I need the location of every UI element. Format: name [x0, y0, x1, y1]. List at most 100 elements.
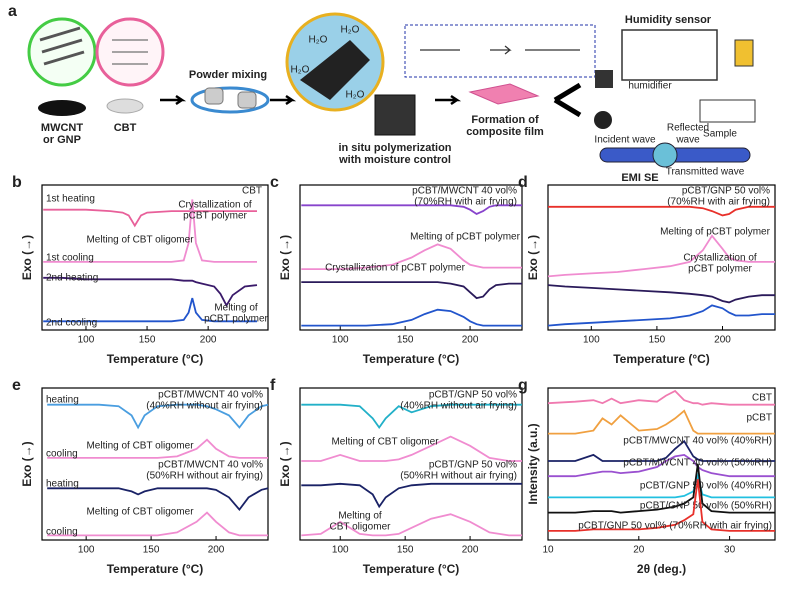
x-tick-label: 150	[139, 335, 156, 346]
film-label: Formation of	[471, 114, 539, 126]
curve-label: pCBT/MWCNT 40 vol% (40%RH)	[623, 436, 772, 447]
x-axis-label: Temperature (°C)	[107, 352, 204, 366]
water-label: H₂O	[341, 25, 360, 36]
curve-label: pCBT/GNP 50 vol% (70%RH with air frying)	[578, 521, 772, 532]
panel-label: b	[12, 174, 22, 191]
film	[468, 83, 540, 105]
annotation: pCBT/GNP 50 vol%	[429, 460, 517, 471]
humidity-chamber	[621, 29, 718, 81]
curve-label: CBT	[752, 393, 772, 404]
schematic	[27, 12, 756, 168]
annotation: Crystallization of	[683, 253, 757, 264]
x-tick-label: 200	[714, 335, 731, 346]
x-axis-label: 2θ (deg.)	[637, 562, 686, 576]
x-tick-label: 150	[143, 545, 160, 556]
jar	[237, 91, 257, 109]
x-tick-label: 10	[542, 545, 554, 556]
curve	[47, 511, 268, 537]
annotation: CBT oligomer	[330, 522, 392, 533]
annotation: pCBT/GNP 50 vol%	[429, 390, 517, 401]
curve	[301, 308, 522, 327]
jar	[204, 87, 224, 105]
annotation: Melting of CBT oligomer	[86, 441, 194, 452]
water-label: H₂O	[291, 65, 310, 76]
y-axis-label: Exo (→)	[20, 235, 34, 280]
annotation: Melting of CBT oligomer	[86, 507, 194, 518]
mixing-label: Powder mixing	[189, 69, 267, 81]
filler-label: MWCNT	[41, 122, 83, 134]
filler-label: or GNP	[43, 134, 81, 146]
annotation: pCBT polymer	[204, 314, 268, 325]
y-axis-label: Exo (→)	[526, 235, 540, 280]
annotation: Melting of pCBT polymer	[660, 227, 771, 238]
meter	[734, 39, 754, 67]
humidifier-label: humidifier	[628, 81, 672, 92]
x-tick-label: 100	[583, 335, 600, 346]
curve	[43, 199, 257, 263]
curve	[547, 234, 775, 278]
annotation: (50%RH without air frying)	[400, 471, 517, 482]
plot-frame	[547, 387, 776, 541]
curve	[548, 453, 775, 478]
curve	[547, 304, 775, 327]
y-axis-label: Intensity (a.u.)	[526, 423, 540, 504]
annotation: pCBT/MWCNT 40 vol%	[158, 460, 263, 471]
panel-label: c	[270, 174, 279, 191]
curve-label: pCBT/MWCNT 40 vol% (50%RH)	[623, 458, 772, 469]
x-tick-label: 100	[78, 335, 95, 346]
curve-label: 1st cooling	[46, 253, 94, 264]
curve	[301, 403, 522, 430]
curve	[548, 439, 775, 462]
polymerization-label: with moisture control	[338, 154, 451, 166]
curve	[47, 438, 268, 459]
curve	[301, 243, 522, 270]
curve	[548, 205, 775, 217]
cbt-label: CBT	[114, 122, 137, 134]
curve	[47, 487, 269, 512]
x-tick-label: 200	[462, 545, 479, 556]
polymerization-label: in situ polymerization	[338, 142, 451, 154]
curve	[43, 297, 257, 323]
annotation: Melting of	[338, 511, 382, 522]
water-label: H₂O	[346, 90, 365, 101]
annotation: (70%RH with air frying)	[667, 197, 770, 208]
structure-box	[404, 24, 596, 78]
curve	[301, 482, 522, 509]
water-label: H₂O	[309, 35, 328, 46]
film-sample	[595, 70, 613, 88]
plot-frame	[41, 184, 269, 331]
reflected-label: Reflected	[667, 123, 709, 134]
curve-label: pCBT/GNP 50 vol% (40%RH)	[640, 481, 772, 492]
y-axis-label: Exo (→)	[278, 441, 292, 486]
annotation: Crystallization of pCBT polymer	[325, 263, 466, 274]
curve-label: pCBT/GNP 50 vol% (50%RH)	[640, 501, 772, 512]
annotation: Melting of pCBT polymer	[410, 232, 521, 243]
cbt-pile	[106, 98, 144, 114]
filler-pile	[38, 100, 86, 116]
curve	[548, 472, 775, 499]
curve-label: heating	[46, 479, 79, 490]
curve	[547, 284, 775, 304]
annotation: CBT	[242, 186, 262, 197]
curve	[548, 409, 775, 435]
plot-frame	[547, 184, 776, 331]
y-axis-label: Exo (→)	[278, 235, 292, 280]
curve	[548, 479, 775, 532]
panel-label: e	[12, 377, 21, 394]
curve	[43, 208, 257, 228]
x-axis-label: Temperature (°C)	[107, 562, 204, 576]
structure	[420, 45, 580, 55]
arrow	[435, 94, 462, 106]
x-tick-label: 200	[462, 335, 479, 346]
sample-holder	[652, 142, 678, 168]
annotation: pCBT/GNP 50 vol%	[682, 186, 770, 197]
curve	[548, 463, 775, 514]
plot-frame	[299, 387, 523, 541]
annotation: Melting of CBT oligomer	[331, 437, 439, 448]
annotation: (50%RH without air frying)	[146, 471, 263, 482]
x-tick-label: 30	[724, 545, 736, 556]
annotation: pCBT polymer	[183, 211, 247, 222]
x-axis-label: Temperature (°C)	[363, 352, 460, 366]
curve-label: cooling	[46, 527, 78, 538]
